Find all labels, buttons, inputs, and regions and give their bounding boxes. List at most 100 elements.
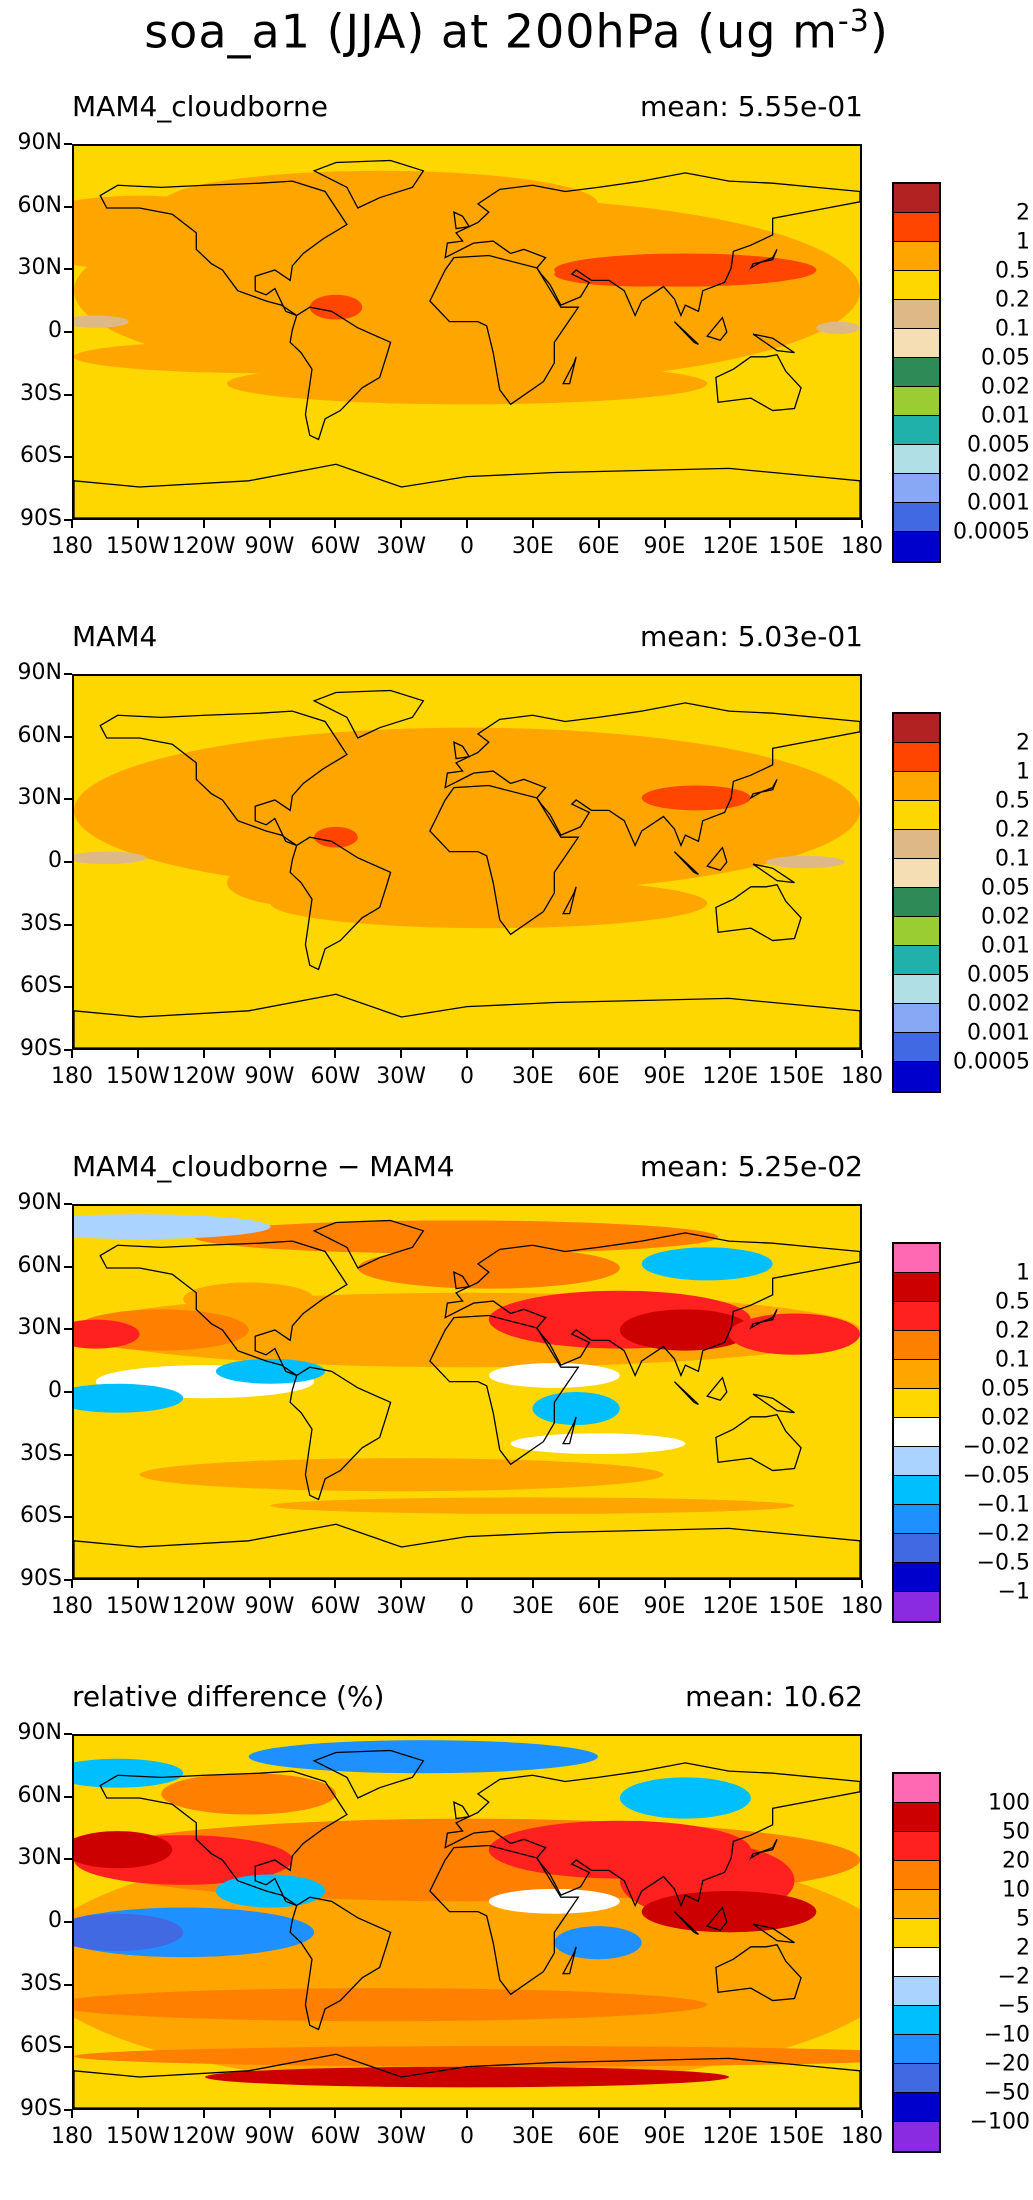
coastline <box>673 321 699 345</box>
colorbar-label: −0.02 <box>962 1434 1030 1460</box>
colorbar-label: 0.005 <box>967 962 1030 988</box>
lon-tick-label: 60W <box>310 534 361 559</box>
lat-tick-label: 0 <box>48 848 62 873</box>
colorbar-label: 0.0005 <box>953 1049 1030 1075</box>
lat-tick <box>64 205 72 208</box>
lon-tick <box>861 520 863 528</box>
contour-region <box>74 197 860 384</box>
lat-tick-label: 60N <box>17 192 62 218</box>
contour-region <box>641 1891 817 1933</box>
lat-tick-label: 90S <box>20 1566 62 1591</box>
lon-tick <box>71 2110 73 2118</box>
colorbar <box>892 1242 941 1623</box>
colorbar-swatch <box>894 975 939 1004</box>
lon-tick <box>400 2110 403 2118</box>
colorbar-swatch <box>894 503 939 532</box>
lat-tick-label: 30S <box>20 380 62 406</box>
colorbar-swatch <box>894 1418 939 1447</box>
contour-region <box>619 1309 751 1351</box>
colorbar-swatch <box>894 1803 939 1832</box>
lon-tick-label: 0 <box>460 1064 474 1089</box>
lat-tick-label: 30S <box>20 1970 62 1996</box>
contour-region <box>74 1913 184 1951</box>
coastline <box>706 846 728 872</box>
colorbar-label: 1 <box>1016 1260 1030 1286</box>
lon-tick-label: 180 <box>841 1594 883 1619</box>
colorbar-swatch <box>894 1476 939 1505</box>
colorbar-label: 0.1 <box>995 1347 1030 1373</box>
colorbar-swatch <box>894 1505 939 1534</box>
lat-tick <box>64 268 72 271</box>
contour-region <box>74 2046 860 2067</box>
lon-tick <box>531 520 534 528</box>
coastline <box>74 463 860 518</box>
coastline <box>444 172 860 318</box>
lat-tick-label: 60S <box>20 443 62 469</box>
lat-tick-label: 60N <box>17 722 62 748</box>
panel-mean: mean: 5.55e-01 <box>639 90 863 123</box>
lon-tick-label: 180 <box>841 2124 883 2149</box>
contour-region <box>74 1319 140 1349</box>
lon-tick-label: 30W <box>376 2124 427 2149</box>
lon-tick-label: 30E <box>511 1064 554 1089</box>
colorbar <box>892 712 941 1093</box>
coastline <box>561 886 577 915</box>
contour-region <box>554 1926 642 1960</box>
contour-region <box>248 1740 598 1774</box>
map-panel-4: relative difference (%) mean: 10.62 90N 60N… <box>0 1680 1033 2200</box>
colorbar-label: 0.001 <box>967 490 1030 516</box>
panel-title: relative difference (%) <box>72 1680 385 1713</box>
lat-tick-label: 0 <box>48 318 62 343</box>
lat-tick-label: 30S <box>20 910 62 936</box>
lon-tick-label: 150E <box>768 534 825 559</box>
lon-tick <box>334 520 337 528</box>
colorbar-swatch <box>894 1977 939 2006</box>
lon-tick-label: 30E <box>511 2124 554 2149</box>
lat-tick-label: 30N <box>17 1315 62 1341</box>
colorbar-swatch <box>894 474 939 503</box>
lat-tick-label: 0 <box>48 1378 62 1403</box>
panel-mean: mean: 5.25e-02 <box>639 1150 863 1183</box>
lon-tick <box>795 2110 798 2118</box>
colorbar-swatch <box>894 242 939 271</box>
colorbar-swatch <box>894 1004 939 1033</box>
contour-region <box>74 851 147 865</box>
lon-tick <box>861 2110 863 2118</box>
lon-tick <box>334 2110 337 2118</box>
coastline <box>715 1414 802 1472</box>
contour-region <box>161 1773 336 1815</box>
contour-region <box>74 1988 708 2022</box>
lon-tick <box>202 2110 205 2118</box>
colorbar-label: 0.005 <box>967 432 1030 458</box>
lon-tick <box>861 1580 863 1588</box>
contour-region <box>74 1214 271 1240</box>
lat-tick-label: 90N <box>17 1720 62 1745</box>
coastline <box>749 249 778 270</box>
colorbar-swatch <box>894 1919 939 1948</box>
colorbar-label: 0.05 <box>981 345 1030 371</box>
lon-tick <box>466 1580 468 1588</box>
colorbar-label: −50 <box>983 2080 1030 2106</box>
lon-tick <box>861 1050 863 1058</box>
coastline <box>429 1844 580 1996</box>
colorbar-swatch <box>894 1774 939 1803</box>
coastline <box>673 1911 699 1935</box>
contour-region <box>215 1874 326 1908</box>
contour-region <box>204 2066 730 2088</box>
coastline <box>561 1416 577 1445</box>
lat-tick <box>64 861 72 863</box>
lon-tick <box>268 1050 271 1058</box>
contour-region <box>194 1220 719 1254</box>
coastline <box>99 1240 348 1377</box>
coastline <box>429 254 580 406</box>
lon-tick-label: 90E <box>643 2124 686 2149</box>
contour-region <box>74 1831 173 1869</box>
lon-tick <box>334 1050 337 1058</box>
coastline <box>561 1946 577 1975</box>
lat-tick <box>64 456 72 459</box>
map-panel-3: MAM4_cloudborne − MAM4 mean: 5.25e-02 90N 6… <box>0 1150 1033 1670</box>
lon-tick-label: 30W <box>376 1064 427 1089</box>
lat-tick-label: 60S <box>20 1503 62 1529</box>
coastline <box>453 211 471 230</box>
map-plot <box>72 1734 862 2110</box>
